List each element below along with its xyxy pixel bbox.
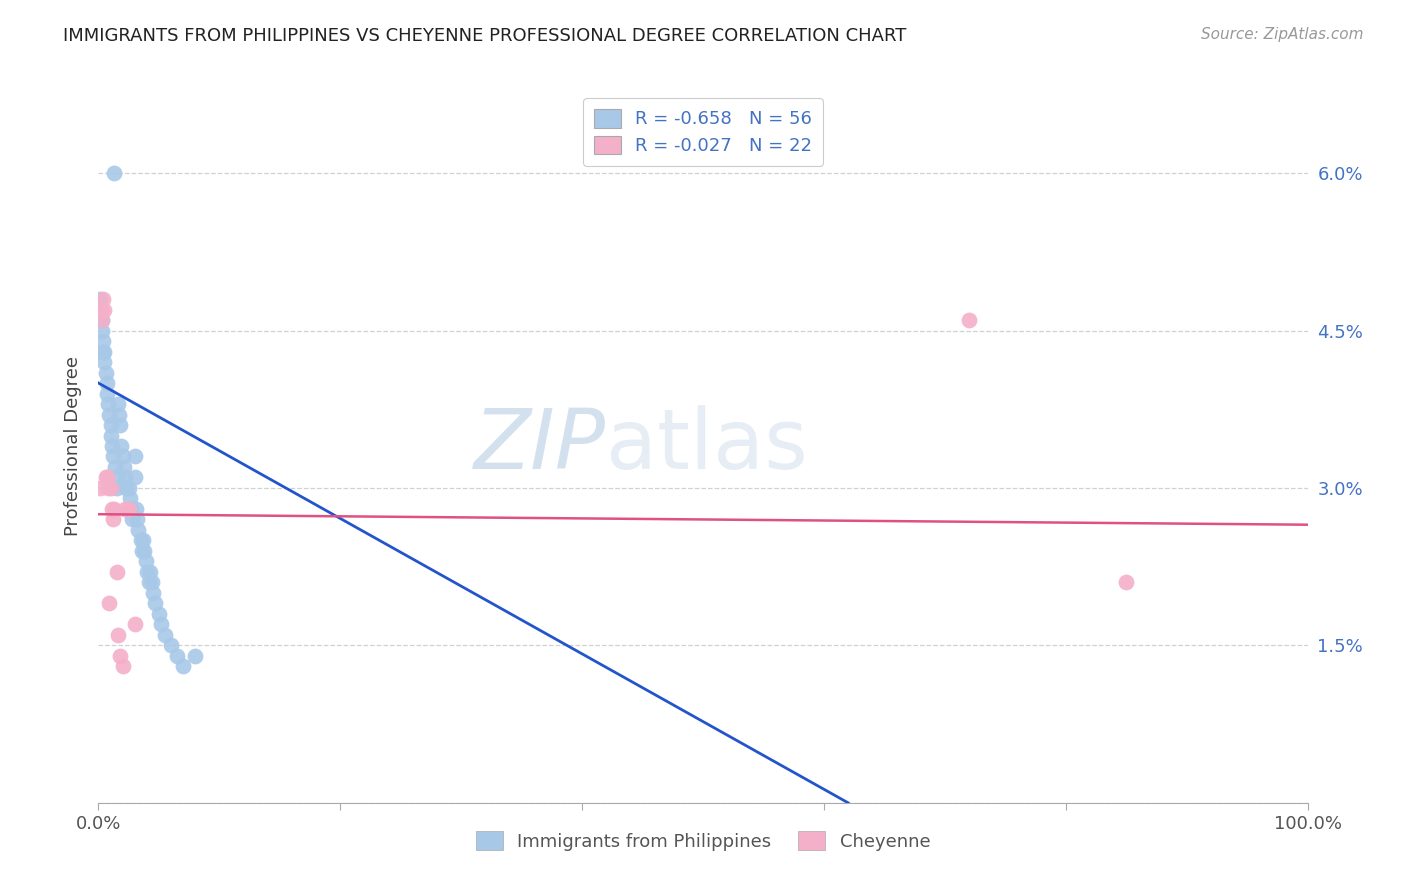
Point bbox=[135, 565, 157, 579]
Point bbox=[107, 628, 129, 642]
Point bbox=[142, 586, 165, 600]
Point bbox=[108, 648, 131, 663]
Point bbox=[118, 502, 141, 516]
Text: atlas: atlas bbox=[606, 406, 808, 486]
Point bbox=[94, 470, 117, 484]
Point bbox=[105, 470, 128, 484]
Point bbox=[104, 460, 127, 475]
Point bbox=[1115, 575, 1137, 590]
Point bbox=[90, 302, 112, 317]
Point bbox=[98, 596, 121, 610]
Point bbox=[132, 533, 155, 548]
Point bbox=[108, 417, 131, 432]
Point bbox=[105, 481, 128, 495]
Point bbox=[124, 617, 146, 632]
Point bbox=[166, 648, 188, 663]
Point bbox=[153, 628, 176, 642]
Point bbox=[91, 292, 114, 306]
Point bbox=[124, 470, 146, 484]
Point bbox=[96, 386, 118, 401]
Point bbox=[89, 292, 111, 306]
Point bbox=[184, 648, 207, 663]
Point bbox=[93, 344, 115, 359]
Point bbox=[107, 397, 129, 411]
Point bbox=[114, 470, 136, 484]
Point bbox=[120, 502, 142, 516]
Point bbox=[134, 544, 156, 558]
Point bbox=[112, 460, 135, 475]
Point bbox=[100, 428, 122, 442]
Point bbox=[121, 512, 143, 526]
Point bbox=[91, 344, 114, 359]
Point bbox=[118, 491, 141, 506]
Point bbox=[94, 366, 117, 380]
Point bbox=[91, 313, 114, 327]
Point bbox=[100, 439, 122, 453]
Point bbox=[135, 554, 157, 568]
Point bbox=[127, 523, 149, 537]
Point bbox=[103, 166, 125, 180]
Point bbox=[150, 617, 173, 632]
Point bbox=[160, 639, 183, 653]
Point bbox=[124, 450, 146, 464]
Point bbox=[101, 512, 124, 526]
Point bbox=[103, 502, 125, 516]
Point bbox=[143, 596, 166, 610]
Point bbox=[100, 417, 122, 432]
Point bbox=[91, 313, 114, 327]
Point bbox=[139, 565, 162, 579]
Point bbox=[138, 575, 160, 590]
Point bbox=[957, 313, 980, 327]
Point bbox=[118, 481, 141, 495]
Text: Source: ZipAtlas.com: Source: ZipAtlas.com bbox=[1201, 27, 1364, 42]
Point bbox=[100, 481, 122, 495]
Point bbox=[93, 355, 115, 369]
Point bbox=[89, 481, 111, 495]
Point bbox=[93, 302, 115, 317]
Point bbox=[97, 481, 120, 495]
Point bbox=[91, 334, 114, 348]
Legend: Immigrants from Philippines, Cheyenne: Immigrants from Philippines, Cheyenne bbox=[468, 824, 938, 858]
Point bbox=[97, 397, 120, 411]
Point bbox=[115, 481, 138, 495]
Point bbox=[131, 544, 153, 558]
Point bbox=[105, 565, 128, 579]
Point bbox=[100, 502, 122, 516]
Point bbox=[110, 439, 132, 453]
Point bbox=[148, 607, 170, 621]
Point bbox=[129, 533, 152, 548]
Point bbox=[96, 376, 118, 390]
Point bbox=[141, 575, 163, 590]
Point bbox=[101, 450, 124, 464]
Text: ZIP: ZIP bbox=[474, 406, 606, 486]
Text: IMMIGRANTS FROM PHILIPPINES VS CHEYENNE PROFESSIONAL DEGREE CORRELATION CHART: IMMIGRANTS FROM PHILIPPINES VS CHEYENNE … bbox=[63, 27, 907, 45]
Y-axis label: Professional Degree: Professional Degree bbox=[63, 356, 82, 536]
Point bbox=[96, 470, 118, 484]
Point bbox=[125, 502, 148, 516]
Point bbox=[114, 502, 136, 516]
Point bbox=[111, 659, 134, 673]
Point bbox=[98, 408, 121, 422]
Point bbox=[111, 450, 134, 464]
Point bbox=[108, 408, 131, 422]
Point bbox=[172, 659, 194, 673]
Point bbox=[127, 512, 149, 526]
Point bbox=[90, 302, 112, 317]
Point bbox=[91, 324, 114, 338]
